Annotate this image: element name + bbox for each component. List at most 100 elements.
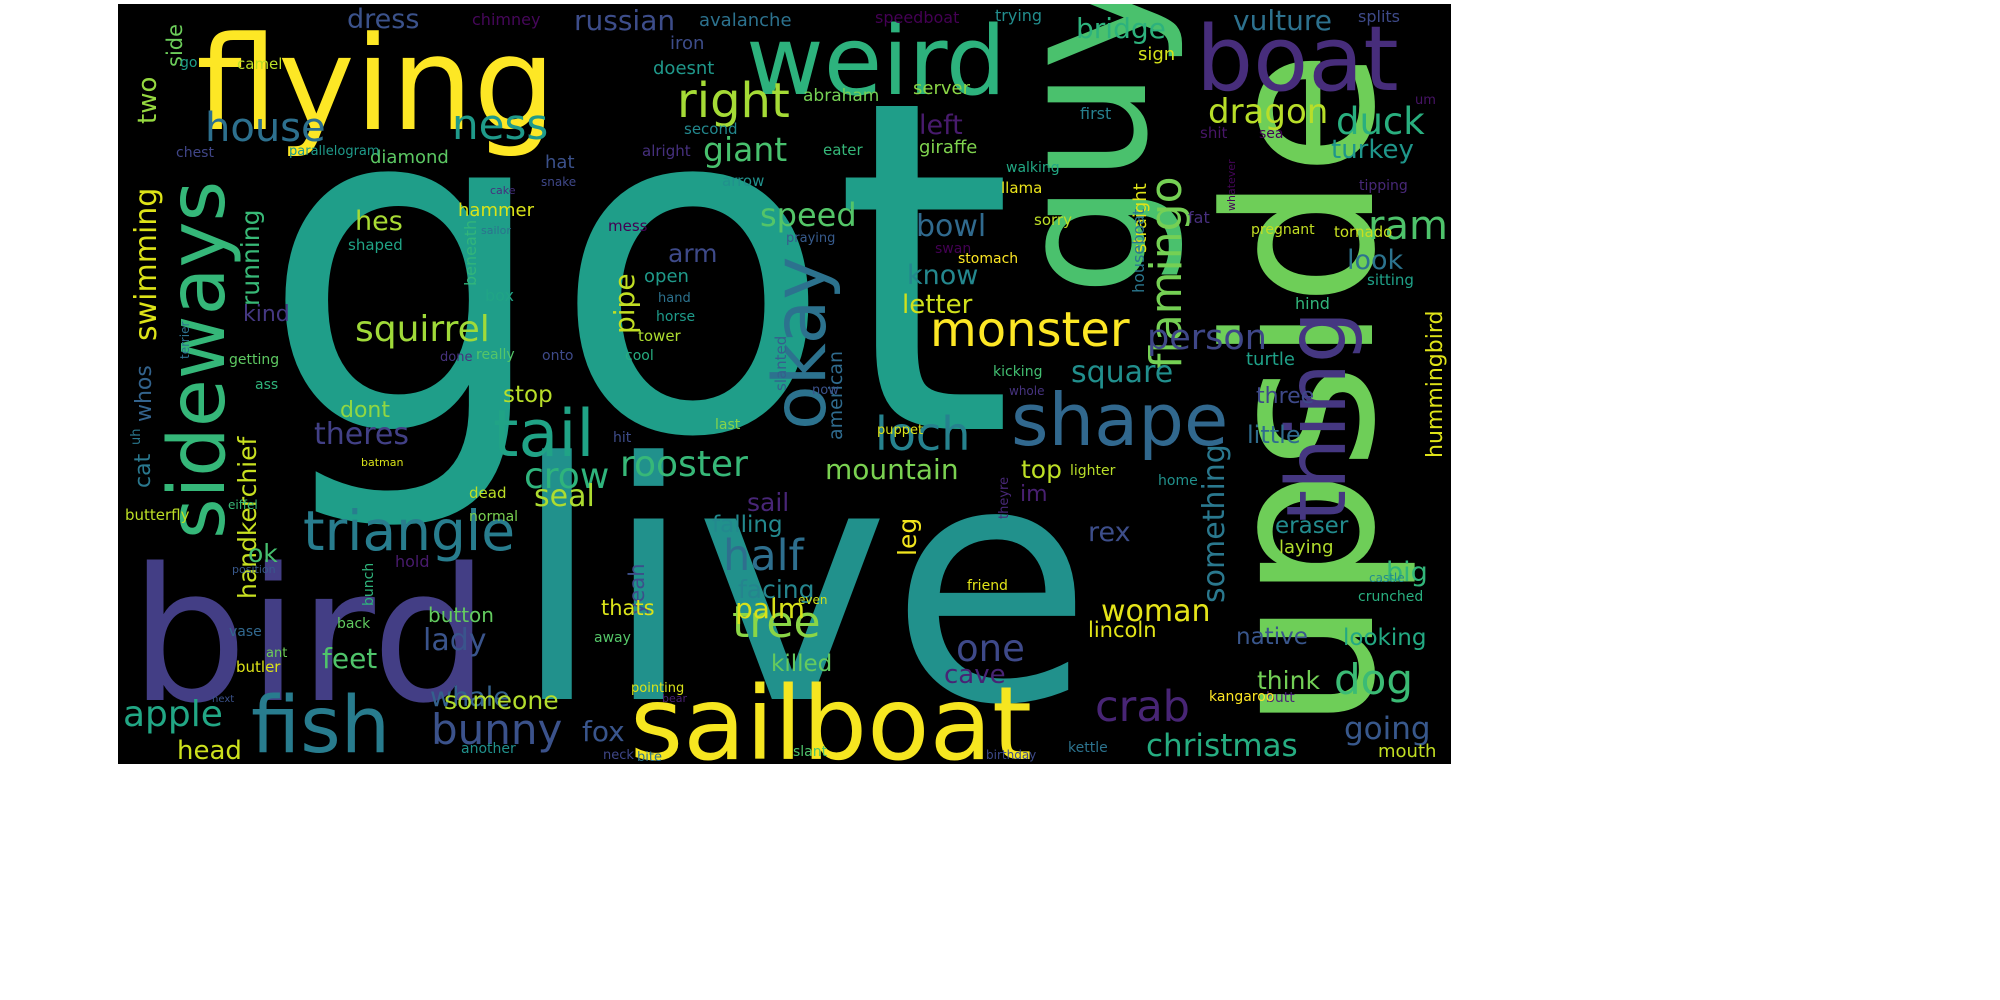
cloud-word-splits: splits xyxy=(1358,7,1400,26)
cloud-word-castle: castle xyxy=(1369,571,1405,585)
cloud-word-beneath: beneath xyxy=(461,220,480,286)
cloud-word-rooster: rooster xyxy=(620,444,748,485)
cloud-word-bird: bird xyxy=(130,528,489,744)
cloud-word-letter: letter xyxy=(902,290,973,320)
cloud-word-three: three xyxy=(1256,384,1314,409)
cloud-word-terrier: terrier xyxy=(178,322,192,359)
cloud-word-server: server xyxy=(913,78,971,99)
cloud-word-slant: slant xyxy=(793,744,828,760)
cloud-word-tree: tree xyxy=(732,597,821,648)
cloud-word-thats: thats xyxy=(601,596,655,620)
cloud-word-looking: looking xyxy=(1343,625,1426,651)
word-cloud-background xyxy=(118,4,1451,764)
cloud-word-really: really xyxy=(476,347,515,363)
cloud-word-hind: hind xyxy=(1295,294,1330,313)
cloud-word-kind: kind xyxy=(243,302,290,327)
cloud-word-batman: batman xyxy=(361,456,403,469)
cloud-word-puppet: puppet xyxy=(877,423,923,438)
cloud-word-bowl: bowl xyxy=(916,209,986,244)
cloud-word-uh: uh xyxy=(129,429,144,445)
cloud-word-chimney: chimney xyxy=(472,10,540,29)
cloud-word-butt: butt xyxy=(1266,690,1295,706)
cloud-word-big: big xyxy=(1386,557,1428,588)
cloud-word-swimming: swimming xyxy=(129,188,164,341)
cloud-word-ness: ness xyxy=(452,100,548,149)
cloud-word-hammer: hammer xyxy=(458,200,535,221)
cloud-word-dont: dont xyxy=(340,398,390,423)
cloud-word-whale: whale xyxy=(430,682,510,713)
cloud-word-pipe: pipe xyxy=(608,273,641,334)
cloud-word-im: im xyxy=(1020,482,1048,507)
cloud-word-lighter: lighter xyxy=(1070,463,1116,479)
cloud-word-eiffel: eiffel xyxy=(228,498,258,512)
cloud-word-butterfly: butterfly xyxy=(125,506,190,524)
cloud-word-mouth: mouth xyxy=(1378,741,1436,762)
cloud-word-butler: butler xyxy=(236,658,281,676)
cloud-word-loch: loch xyxy=(875,407,970,461)
cloud-word-seal: seal xyxy=(534,479,595,514)
cloud-word-home: home xyxy=(1158,473,1198,489)
cloud-word-hummingbird: hummingbird xyxy=(1423,311,1448,458)
cloud-word-slanted: slanted xyxy=(772,336,790,391)
cloud-word-kettle: kettle xyxy=(1068,740,1108,756)
cloud-word-sideways: sideways xyxy=(153,181,243,539)
cloud-word-vulture: vulture xyxy=(1233,4,1332,37)
cloud-word-sailboat: sailboat xyxy=(630,665,1032,764)
cloud-word-turtle: turtle xyxy=(1246,349,1295,370)
cloud-word-position: position xyxy=(232,563,276,576)
cloud-word-one: one xyxy=(956,627,1025,670)
cloud-word-tower: tower xyxy=(638,327,682,345)
cloud-word-praying: praying xyxy=(786,231,835,246)
cloud-word-side: side xyxy=(163,24,187,67)
cloud-word-dress: dress xyxy=(347,4,419,35)
cloud-word-second: second xyxy=(684,120,738,138)
cloud-word-killed: killed xyxy=(771,651,832,677)
cloud-word-done: done xyxy=(440,350,472,365)
cloud-word-top: top xyxy=(1021,455,1062,484)
cloud-word-lady: lady xyxy=(423,623,487,658)
cloud-word-mess: mess xyxy=(608,217,648,235)
cloud-word-giant: giant xyxy=(703,130,787,169)
cloud-word-stomach: stomach xyxy=(958,251,1018,267)
cloud-word-turkey: turkey xyxy=(1331,135,1414,165)
cloud-word-head: head xyxy=(177,736,242,764)
cloud-word-facing: facing xyxy=(738,575,815,604)
cloud-word-sailor: sailor xyxy=(481,224,511,237)
cloud-word-handkerchief: handkerchief xyxy=(233,436,262,599)
cloud-word-another: another xyxy=(461,741,516,757)
cloud-word-going: going xyxy=(1344,711,1431,747)
cloud-word-onto: onto xyxy=(542,348,574,364)
cloud-word-someone: someone xyxy=(444,686,559,715)
cloud-word-ok: ok xyxy=(248,539,278,568)
cloud-word-crab: crab xyxy=(1095,682,1190,732)
cloud-word-first: first xyxy=(1080,104,1111,123)
cloud-word-swan: swan xyxy=(935,241,971,257)
cloud-word-hat: hat xyxy=(545,152,575,173)
cloud-word-doesnt: doesnt xyxy=(653,58,714,79)
cloud-word-houseboat: houseboat xyxy=(1129,209,1148,293)
cloud-word-fox: fox xyxy=(582,715,625,748)
cloud-word-tail: tail xyxy=(493,397,594,472)
cloud-word-back: back xyxy=(337,616,371,632)
cloud-word-tipping: tipping xyxy=(1359,178,1408,194)
cloud-word-boat: boat xyxy=(1196,7,1399,112)
cloud-word-running: running xyxy=(236,210,265,306)
cloud-word-hes: hes xyxy=(355,206,403,237)
cloud-word-last: last xyxy=(715,417,741,433)
cloud-word-bridge: bridge xyxy=(1076,12,1166,45)
cloud-word-shaped: shaped xyxy=(348,236,403,254)
cloud-word-hit: hit xyxy=(613,430,632,446)
cloud-word-neck: neck xyxy=(603,748,634,763)
cloud-word-even: even xyxy=(798,593,827,607)
cloud-word-ass: ass xyxy=(255,377,278,393)
cloud-word-palm: palm xyxy=(735,592,805,625)
cloud-word-alright: alright xyxy=(642,142,691,160)
cloud-word-normal: normal xyxy=(469,509,518,525)
word-cloud: got live bird upside guy flying weird boat sailb… xyxy=(118,4,1451,764)
cloud-word-woman: woman xyxy=(1101,594,1211,629)
cloud-word-sign: sign xyxy=(1138,44,1175,65)
cloud-word-live: live xyxy=(511,393,1093,764)
cloud-word-theyre: theyre xyxy=(997,477,1012,519)
cloud-word-straight: straight xyxy=(1130,183,1151,253)
